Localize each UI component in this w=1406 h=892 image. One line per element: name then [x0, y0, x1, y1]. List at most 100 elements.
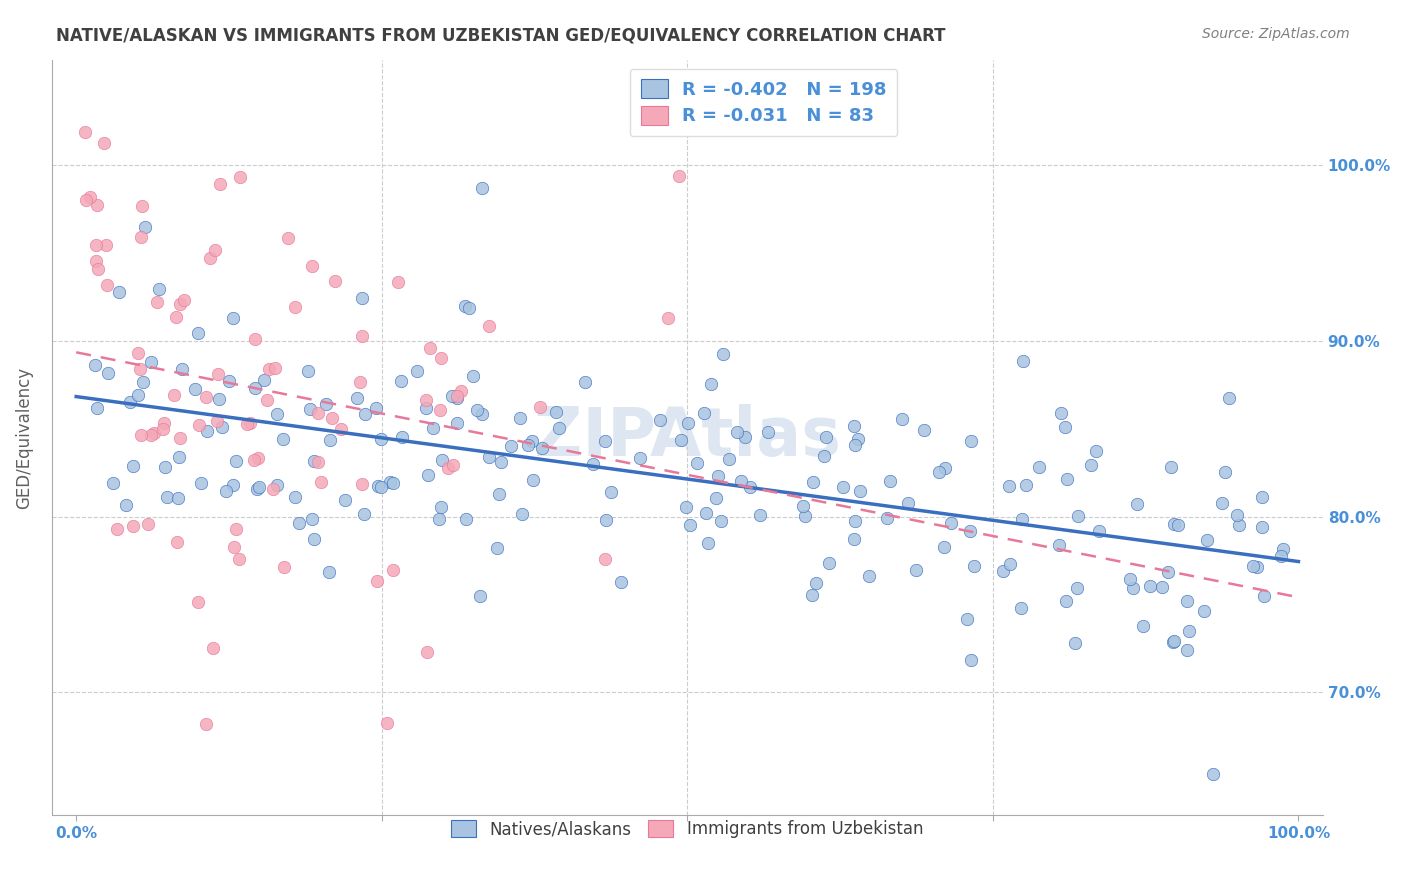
Point — [1175, 643, 1198, 657]
Point — [595, 513, 617, 527]
Point — [1226, 508, 1249, 523]
Point — [998, 557, 1021, 571]
Point — [430, 452, 453, 467]
Point — [1150, 580, 1173, 594]
Point — [129, 362, 152, 376]
Point — [1163, 633, 1185, 648]
Point — [415, 401, 437, 415]
Point — [792, 500, 814, 514]
Point — [418, 467, 440, 482]
Point — [1132, 618, 1154, 632]
Point — [509, 410, 531, 425]
Point — [108, 285, 131, 299]
Point — [441, 458, 464, 472]
Point — [710, 514, 733, 528]
Point — [730, 474, 752, 488]
Point — [928, 465, 950, 479]
Point — [520, 434, 543, 448]
Point — [222, 478, 245, 492]
Text: Source: ZipAtlas.com: Source: ZipAtlas.com — [1202, 27, 1350, 41]
Point — [1192, 604, 1215, 618]
Point — [436, 461, 458, 475]
Point — [156, 490, 179, 504]
Point — [352, 476, 374, 491]
Point — [323, 275, 346, 289]
Point — [204, 243, 226, 257]
Point — [364, 401, 387, 415]
Point — [697, 536, 720, 550]
Point — [1253, 589, 1275, 603]
Point — [218, 374, 240, 388]
Point — [262, 483, 284, 497]
Point — [187, 326, 209, 341]
Point — [247, 480, 270, 494]
Point — [302, 454, 325, 468]
Point — [1028, 460, 1050, 475]
Point — [1211, 496, 1233, 510]
Point — [718, 452, 741, 467]
Point — [96, 238, 118, 252]
Point — [366, 574, 388, 588]
Point — [848, 433, 870, 447]
Point — [169, 431, 191, 445]
Point — [165, 310, 187, 324]
Point — [259, 362, 281, 376]
Point — [801, 475, 824, 490]
Point — [734, 430, 756, 444]
Point — [422, 421, 444, 435]
Point — [685, 456, 707, 470]
Point — [389, 374, 412, 388]
Point — [1080, 458, 1102, 472]
Point — [318, 565, 340, 579]
Point — [749, 508, 772, 522]
Point — [693, 406, 716, 420]
Point — [277, 230, 299, 244]
Point — [429, 351, 451, 365]
Point — [243, 453, 266, 467]
Point — [170, 361, 193, 376]
Point — [148, 282, 170, 296]
Point — [485, 541, 508, 555]
Point — [121, 519, 143, 533]
Point — [879, 474, 901, 488]
Point — [169, 296, 191, 310]
Point — [478, 318, 501, 333]
Point — [146, 295, 169, 310]
Point — [235, 417, 257, 432]
Point — [706, 469, 728, 483]
Point — [429, 402, 451, 417]
Point — [225, 523, 247, 537]
Point — [352, 291, 374, 305]
Point — [353, 507, 375, 521]
Point — [446, 416, 468, 430]
Point — [1015, 477, 1038, 491]
Point — [103, 476, 125, 491]
Point — [932, 541, 955, 555]
Point — [1054, 593, 1077, 607]
Point — [166, 534, 188, 549]
Point — [75, 125, 97, 139]
Point — [229, 170, 252, 185]
Point — [155, 460, 177, 475]
Point — [139, 428, 162, 442]
Point — [84, 254, 107, 268]
Text: NATIVE/ALASKAN VS IMMIGRANTS FROM UZBEKISTAN GED/EQUIVALENCY CORRELATION CHART: NATIVE/ALASKAN VS IMMIGRANTS FROM UZBEKI… — [56, 27, 946, 45]
Point — [1066, 581, 1088, 595]
Point — [844, 438, 866, 452]
Point — [127, 345, 149, 359]
Point — [890, 412, 912, 426]
Point — [876, 510, 898, 524]
Point — [208, 392, 231, 406]
Point — [1271, 541, 1294, 556]
Point — [405, 364, 427, 378]
Point — [1050, 406, 1073, 420]
Point — [593, 552, 616, 566]
Point — [330, 422, 353, 436]
Point — [1160, 460, 1182, 475]
Point — [668, 169, 690, 183]
Point — [1125, 497, 1147, 511]
Point — [1218, 391, 1240, 405]
Point — [849, 483, 872, 498]
Point — [704, 491, 727, 505]
Point — [84, 237, 107, 252]
